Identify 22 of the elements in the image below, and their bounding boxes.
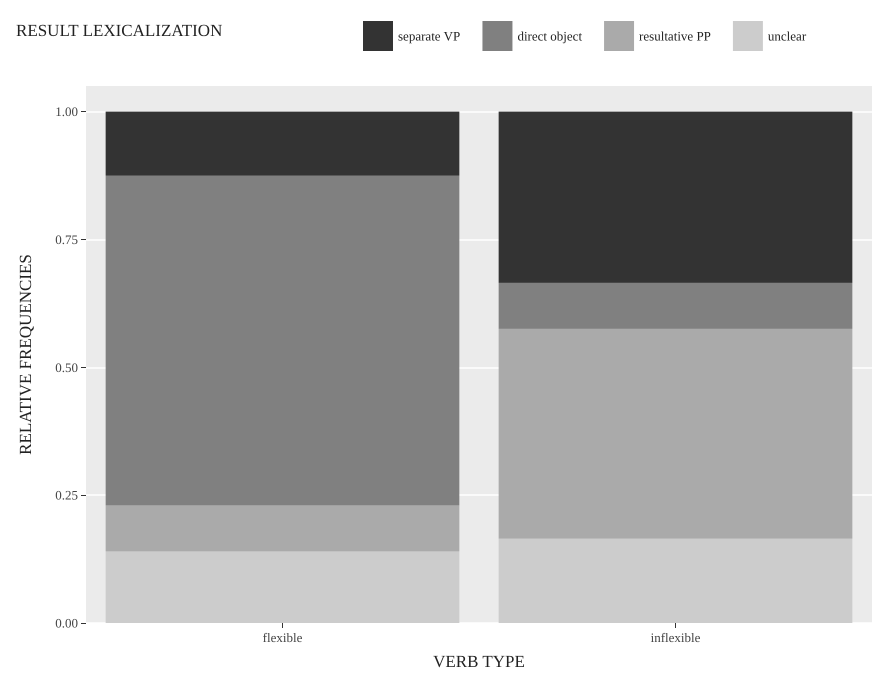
y-tick-label: 0.25 <box>55 488 78 503</box>
x-tick-label: flexible <box>262 630 303 645</box>
bar <box>498 112 852 283</box>
bar <box>106 176 460 506</box>
y-tick-label: 1.00 <box>55 104 78 120</box>
y-axis-title: RELATIVE FREQUENCIES <box>16 254 35 455</box>
bar <box>498 282 852 329</box>
x-tick-label: inflexible <box>650 630 701 645</box>
bar <box>106 112 460 176</box>
legend-label: resultative PP <box>639 28 711 44</box>
x-axis-title: VERB TYPE <box>433 652 525 671</box>
bar <box>498 538 852 623</box>
bar <box>498 328 852 539</box>
legend-label: unclear <box>768 28 807 44</box>
legend-title: RESULT LEXICALIZATION <box>16 21 222 40</box>
bar <box>106 505 460 552</box>
y-tick-label: 0.00 <box>55 616 78 630</box>
y-tick-label: 0.75 <box>55 232 78 247</box>
legend-label: direct object <box>517 28 582 44</box>
bar <box>106 551 460 623</box>
y-tick-label: 0.50 <box>55 360 78 375</box>
legend-label: separate VP <box>398 28 460 44</box>
